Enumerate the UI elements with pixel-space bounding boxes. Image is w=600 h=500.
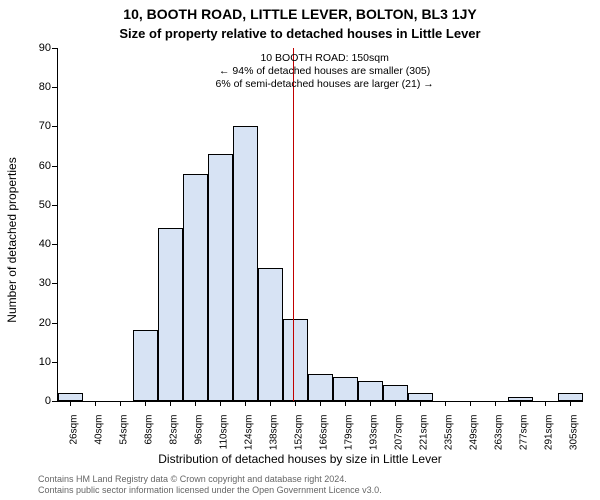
xtick-mark (570, 401, 571, 406)
x-axis-label: Distribution of detached houses by size … (0, 452, 600, 466)
xtick-label: 68sqm (143, 415, 154, 445)
xtick-label: 26sqm (68, 415, 79, 445)
xtick-label: 54sqm (118, 415, 129, 445)
ytick-mark (52, 205, 57, 206)
xtick-label: 179sqm (343, 415, 354, 451)
xtick-label: 221sqm (418, 415, 429, 451)
ytick-mark (52, 48, 57, 49)
chart-title-line1: 10, BOOTH ROAD, LITTLE LEVER, BOLTON, BL… (0, 6, 600, 22)
histogram-bar (333, 377, 358, 401)
annotation-line: ← 94% of detached houses are smaller (30… (216, 65, 434, 78)
xtick-label: 193sqm (368, 415, 379, 451)
ytick-label: 70 (27, 120, 51, 132)
ytick-mark (52, 283, 57, 284)
histogram-bar (208, 154, 233, 401)
ytick-mark (52, 244, 57, 245)
ytick-label: 50 (27, 199, 51, 211)
histogram-bar (308, 374, 333, 401)
xtick-label: 263sqm (493, 415, 504, 451)
footer-attribution: Contains HM Land Registry data © Crown c… (38, 474, 382, 497)
xtick-label: 110sqm (218, 415, 229, 450)
histogram-bar (58, 393, 83, 401)
xtick-mark (245, 401, 246, 406)
ytick-label: 30 (27, 277, 51, 289)
histogram-bar (408, 393, 433, 401)
xtick-label: 207sqm (393, 415, 404, 451)
ytick-label: 40 (27, 238, 51, 250)
ytick-mark (52, 323, 57, 324)
xtick-label: 235sqm (443, 415, 454, 451)
histogram-bar (133, 330, 158, 401)
xtick-mark (195, 401, 196, 406)
histogram-bar (383, 385, 408, 401)
ytick-label: 60 (27, 160, 51, 172)
xtick-label: 138sqm (268, 415, 279, 451)
ytick-mark (52, 401, 57, 402)
xtick-label: 124sqm (243, 415, 254, 451)
ytick-label: 90 (27, 42, 51, 54)
xtick-label: 249sqm (468, 415, 479, 451)
xtick-label: 96sqm (193, 415, 204, 445)
histogram-bar (183, 174, 208, 401)
xtick-mark (170, 401, 171, 406)
xtick-mark (370, 401, 371, 406)
histogram-bar (508, 397, 533, 401)
xtick-mark (420, 401, 421, 406)
histogram-bar (358, 381, 383, 401)
xtick-mark (345, 401, 346, 406)
xtick-label: 166sqm (318, 415, 329, 451)
xtick-mark (395, 401, 396, 406)
xtick-label: 305sqm (568, 415, 579, 451)
ytick-mark (52, 362, 57, 363)
xtick-mark (545, 401, 546, 406)
histogram-bar (258, 268, 283, 401)
annotation-box: 10 BOOTH ROAD: 150sqm← 94% of detached h… (216, 52, 434, 91)
histogram-bar (233, 126, 258, 401)
histogram-bar (283, 319, 308, 401)
xtick-label: 277sqm (518, 415, 529, 451)
xtick-label: 152sqm (293, 415, 304, 451)
xtick-mark (495, 401, 496, 406)
ytick-mark (52, 87, 57, 88)
xtick-mark (520, 401, 521, 406)
footer-line2: Contains public sector information licen… (38, 485, 382, 496)
xtick-mark (95, 401, 96, 406)
xtick-mark (70, 401, 71, 406)
xtick-mark (320, 401, 321, 406)
xtick-label: 82sqm (168, 415, 179, 445)
xtick-label: 291sqm (543, 415, 554, 451)
xtick-mark (220, 401, 221, 406)
y-axis-label: Number of detached properties (5, 157, 19, 322)
footer-line1: Contains HM Land Registry data © Crown c… (38, 474, 382, 485)
ytick-label: 10 (27, 356, 51, 368)
ytick-label: 0 (27, 395, 51, 407)
chart-stage: 10, BOOTH ROAD, LITTLE LEVER, BOLTON, BL… (0, 0, 600, 500)
plot-area: 10 BOOTH ROAD: 150sqm← 94% of detached h… (57, 48, 583, 402)
xtick-mark (470, 401, 471, 406)
xtick-mark (270, 401, 271, 406)
ytick-label: 80 (27, 81, 51, 93)
xtick-mark (145, 401, 146, 406)
chart-title-line2: Size of property relative to detached ho… (0, 26, 600, 41)
annotation-line: 6% of semi-detached houses are larger (2… (216, 78, 434, 91)
annotation-line: 10 BOOTH ROAD: 150sqm (216, 52, 434, 65)
xtick-mark (445, 401, 446, 406)
ytick-mark (52, 126, 57, 127)
ytick-label: 20 (27, 317, 51, 329)
xtick-mark (120, 401, 121, 406)
histogram-bar (158, 228, 183, 401)
histogram-bar (558, 393, 583, 401)
xtick-label: 40sqm (93, 415, 104, 445)
reference-line (293, 48, 294, 401)
ytick-mark (52, 166, 57, 167)
xtick-mark (295, 401, 296, 406)
